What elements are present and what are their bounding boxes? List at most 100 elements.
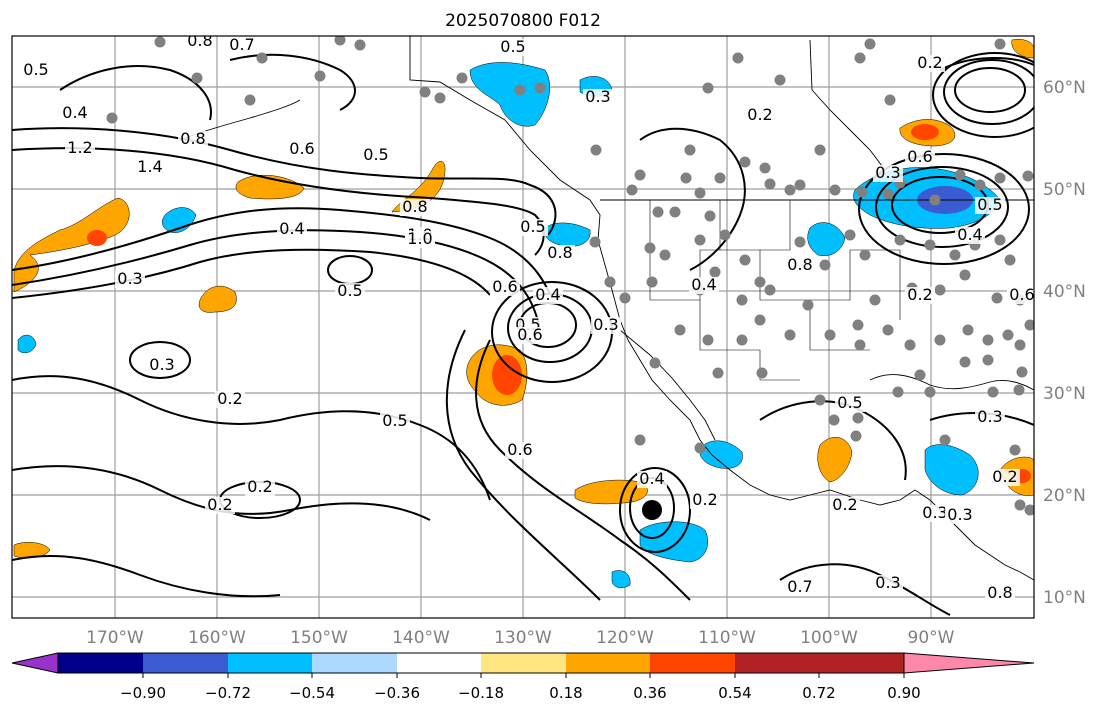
station-dot	[590, 144, 602, 156]
lat-tick-label: 20°N	[1043, 486, 1086, 506]
station-dot	[982, 354, 994, 366]
contour-label-text: 1.2	[67, 138, 92, 157]
colorbar	[11, 652, 1035, 674]
contour-label-text: 0.6	[907, 147, 932, 166]
contour-label: 0.2	[745, 105, 775, 124]
station-dot	[939, 434, 951, 446]
contour-label: 0.4	[277, 219, 307, 238]
contour-label-text: 0.5	[837, 393, 862, 412]
lat-tick-label: 30°N	[1043, 384, 1086, 404]
contour-label: 0.3	[975, 407, 1005, 426]
contour-labels: 0.80.70.50.40.51.21.40.80.60.50.80.41.00…	[21, 35, 1034, 602]
lon-tick-label: 170°W	[86, 628, 144, 648]
colorbar-tick-label: 0.36	[633, 684, 666, 702]
station-dot	[191, 72, 203, 84]
station-dot	[924, 239, 936, 251]
lat-tick-label: 10°N	[1043, 588, 1086, 608]
contour-label: 0.2	[905, 285, 935, 304]
contour-label: 0.8	[785, 255, 815, 274]
station-dot	[354, 39, 366, 51]
station-dot	[674, 324, 686, 336]
colorbar-extend-high	[903, 652, 1035, 674]
contour-label-text: 0.6	[507, 440, 532, 459]
station-dot	[991, 292, 1003, 304]
contour-label-text: 0.5	[337, 281, 362, 300]
lon-tick-label: 110°W	[698, 628, 756, 648]
contour-label: 0.2	[915, 53, 945, 72]
contour-label-text: 0.5	[500, 37, 525, 56]
station-dot	[904, 339, 916, 351]
station-dot	[774, 74, 786, 86]
contour-label-text: 0.7	[229, 35, 254, 54]
contour-label: 0.3	[583, 87, 613, 106]
contour-label: 0.4	[60, 103, 90, 122]
colorbar-tick-label: −0.36	[374, 684, 420, 702]
station-dot	[684, 144, 696, 156]
station-dot	[514, 84, 526, 96]
station-dot	[854, 339, 866, 351]
station-dot	[764, 178, 776, 190]
contour-label-text: 0.8	[547, 243, 572, 262]
colorbar-segment	[228, 653, 312, 673]
lon-tick-label: 160°W	[188, 628, 246, 648]
contour-label: 0.8	[545, 243, 575, 262]
colorbar-tick-label: 0.72	[802, 684, 835, 702]
colorbar-segment	[312, 653, 397, 673]
contour-label-text: 0.4	[691, 275, 716, 294]
contour-label-text: 0.2	[692, 490, 717, 509]
contour-label: 0.6	[490, 277, 520, 296]
station-dot	[856, 186, 868, 198]
colorbar-tick-label: −0.18	[458, 684, 504, 702]
station-dot	[626, 184, 638, 196]
contour-label: 0.3	[920, 503, 950, 522]
station-dot	[814, 144, 826, 156]
station-dot	[824, 329, 836, 341]
colorbar-segment	[735, 653, 819, 673]
station-dot	[850, 430, 862, 442]
colorbar-segment	[58, 653, 143, 673]
contour-label-text: 0.5	[977, 195, 1002, 214]
station-dot	[534, 82, 546, 94]
contour-label-text: 0.2	[247, 477, 272, 496]
contour-label-text: 0.2	[907, 285, 932, 304]
station-dot	[844, 229, 856, 241]
station-dot	[764, 284, 776, 296]
latitude-axis: 60°N 50°N 40°N 30°N 20°N 10°N	[1043, 78, 1086, 608]
contour-label-text: 0.5	[382, 411, 407, 430]
station-dot	[1022, 170, 1034, 182]
station-dot	[694, 187, 706, 199]
station-dot	[987, 386, 999, 398]
station-dot	[794, 236, 806, 248]
station-dot	[934, 334, 946, 346]
lon-tick-label: 100°W	[800, 628, 858, 648]
lat-tick-label: 60°N	[1043, 78, 1086, 98]
contour-label: 0.3	[147, 355, 177, 374]
contour-label-text: 0.4	[639, 469, 664, 488]
station-dot	[784, 329, 796, 341]
station-dot	[962, 324, 974, 336]
contour-label-text: 0.8	[787, 255, 812, 274]
station-dot	[974, 179, 986, 191]
contour-label: 0.8	[400, 197, 430, 216]
contour-label-text: 0.2	[217, 389, 242, 408]
contour-label-text: 0.6	[1009, 285, 1034, 304]
station-dot	[456, 72, 468, 84]
state-borders	[649, 200, 901, 381]
station-dot	[756, 367, 768, 379]
station-dot	[1024, 319, 1034, 331]
station-dot	[994, 38, 1006, 50]
contour-label: 0.3	[873, 163, 903, 182]
contour-label: 0.4	[955, 225, 985, 244]
station-dot	[1014, 499, 1026, 511]
contour-label: 0.2	[245, 477, 275, 496]
station-dot	[882, 188, 894, 200]
station-dot	[759, 162, 771, 174]
station-dot	[739, 156, 751, 168]
station-dot	[828, 414, 840, 426]
station-dot	[754, 276, 766, 288]
contour-label: 0.8	[178, 129, 208, 148]
station-dot	[814, 394, 826, 406]
contour-label: 0.7	[227, 35, 257, 54]
station-dot	[634, 434, 646, 446]
